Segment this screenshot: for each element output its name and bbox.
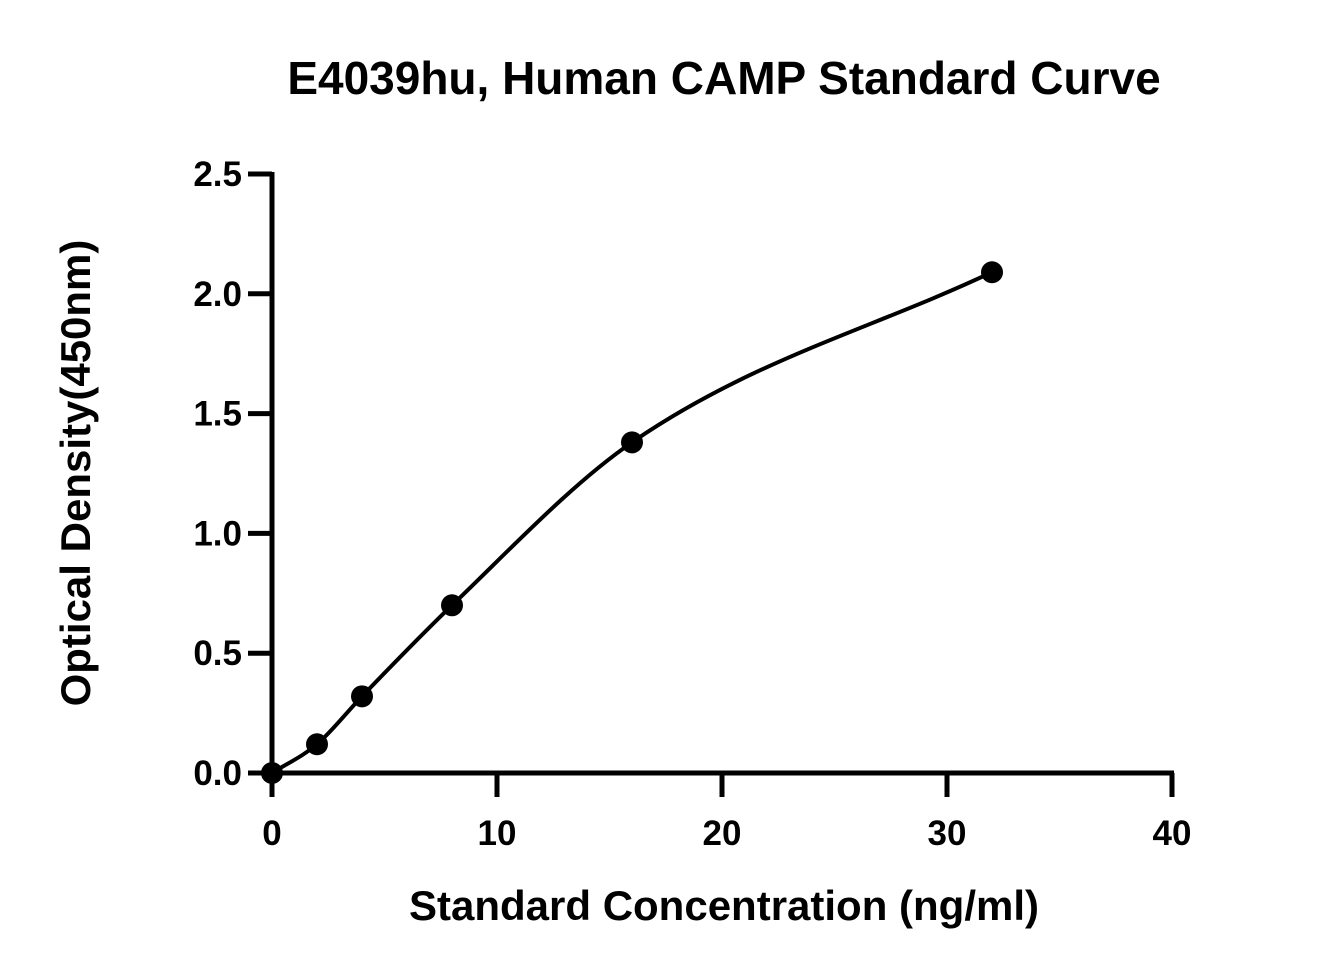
data-point [621,431,643,454]
data-point [981,261,1003,284]
y-tick-label: 0.5 [193,634,242,673]
x-tick-label: 10 [478,814,517,853]
chart-title: E4039hu, Human CAMP Standard Curve [287,52,1160,104]
y-axis-label: Optical Density(450nm) [52,240,99,707]
y-tick-label: 2.0 [193,275,242,314]
x-tick-label: 40 [1153,814,1192,853]
y-tick-label: 1.5 [193,395,242,434]
data-point [261,762,283,784]
x-tick-label: 0 [262,814,281,853]
y-tick-label: 2.5 [193,155,242,194]
data-point [306,733,328,756]
data-point [351,685,373,708]
x-tick-label: 30 [928,814,967,853]
curve [270,270,993,775]
data-point [441,594,463,617]
y-tick-label: 1.0 [193,514,242,553]
x-tick-label: 20 [703,814,742,853]
y-tick-label: 0.0 [193,754,242,793]
x-axis-label: Standard Concentration (ng/ml) [409,882,1039,929]
